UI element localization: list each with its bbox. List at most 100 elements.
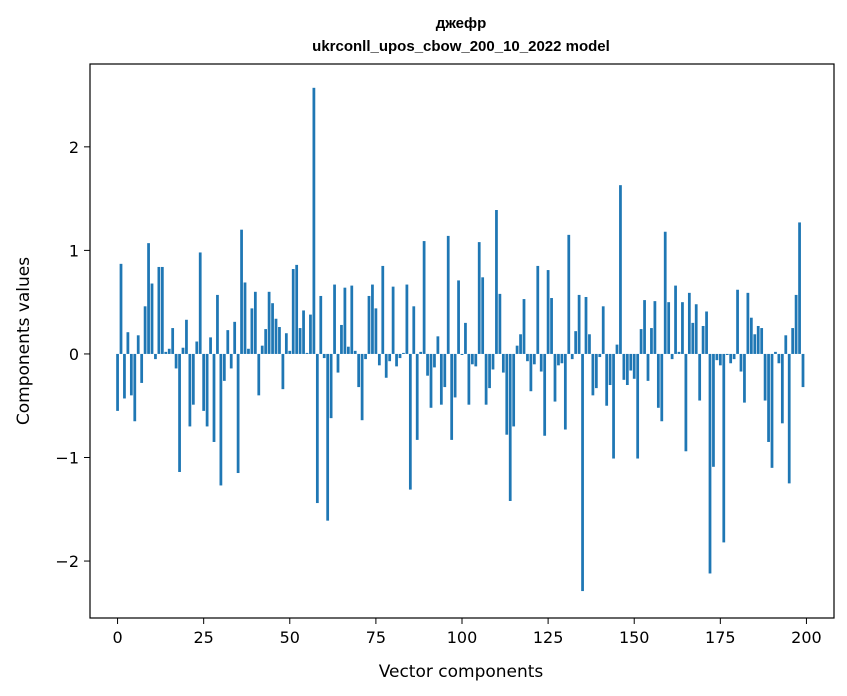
bar xyxy=(712,353,715,467)
bar xyxy=(646,353,650,381)
bar xyxy=(470,353,474,365)
bar xyxy=(746,292,750,354)
bar xyxy=(205,353,209,427)
bar xyxy=(329,353,333,419)
bar xyxy=(160,266,164,354)
bar xyxy=(143,306,147,354)
bar xyxy=(129,353,133,396)
bar xyxy=(315,353,319,504)
bar xyxy=(322,353,326,359)
bar xyxy=(584,296,588,354)
bar xyxy=(167,348,171,354)
bar xyxy=(412,306,416,354)
bar xyxy=(681,302,684,354)
bar xyxy=(774,351,777,354)
bar xyxy=(739,353,743,372)
bar xyxy=(574,331,578,354)
bar xyxy=(512,353,516,427)
bar xyxy=(605,353,609,406)
bar xyxy=(302,310,305,354)
bar xyxy=(188,353,192,427)
bar xyxy=(243,282,247,354)
bar xyxy=(715,353,719,361)
bar xyxy=(439,353,443,405)
bar xyxy=(133,353,137,422)
bar xyxy=(343,287,347,354)
bar xyxy=(622,353,626,380)
bar xyxy=(350,285,354,354)
bar xyxy=(670,353,674,360)
bar xyxy=(147,243,150,354)
bar xyxy=(491,353,495,370)
bar xyxy=(333,284,336,354)
bar xyxy=(725,353,729,355)
bar xyxy=(787,353,791,484)
bar xyxy=(219,353,223,486)
bar xyxy=(446,235,450,354)
bar xyxy=(581,353,584,592)
bar xyxy=(353,350,357,354)
y-tick-label: 0 xyxy=(69,345,79,364)
bar xyxy=(171,328,175,354)
bar xyxy=(367,295,371,354)
bar xyxy=(384,353,388,378)
bar xyxy=(381,265,385,354)
bar xyxy=(801,353,805,388)
bar xyxy=(798,222,801,354)
bar xyxy=(202,353,206,411)
bar xyxy=(625,353,629,386)
bar xyxy=(222,353,226,381)
bar xyxy=(694,304,698,354)
bar xyxy=(178,353,181,472)
bar xyxy=(181,347,185,354)
bar xyxy=(743,353,746,403)
bar xyxy=(526,353,529,362)
bar xyxy=(298,328,302,354)
bar xyxy=(594,353,598,389)
bar xyxy=(749,317,753,354)
bar xyxy=(467,353,471,405)
bar xyxy=(247,348,250,354)
x-tick-label: 25 xyxy=(193,628,213,647)
bar xyxy=(674,285,677,354)
bar xyxy=(116,353,119,411)
bar xyxy=(519,334,522,354)
x-axis-ticks: 0 25 50 75 100 125 150 175 200 xyxy=(112,618,822,647)
bar xyxy=(687,292,691,354)
bar xyxy=(357,353,361,388)
bar xyxy=(443,353,447,388)
bar xyxy=(191,353,195,405)
bar xyxy=(288,350,292,354)
bar xyxy=(643,300,646,354)
bar xyxy=(598,353,602,358)
bar xyxy=(419,351,423,354)
bar xyxy=(784,335,788,354)
bar xyxy=(767,353,770,442)
bar xyxy=(691,322,695,354)
bar xyxy=(157,266,161,354)
bar xyxy=(591,353,595,396)
bar xyxy=(140,353,144,383)
bar xyxy=(632,353,636,379)
x-tick-label: 200 xyxy=(791,628,822,647)
x-tick-label: 175 xyxy=(705,628,736,647)
bar xyxy=(567,234,571,354)
bar xyxy=(408,353,412,490)
bar xyxy=(532,353,536,365)
bar xyxy=(736,289,739,354)
bar xyxy=(185,319,188,354)
bar xyxy=(677,351,681,354)
bar xyxy=(119,263,123,354)
bar xyxy=(474,353,478,367)
bar xyxy=(309,314,312,354)
bar xyxy=(667,302,671,354)
bar xyxy=(660,353,664,422)
bar xyxy=(656,353,660,408)
bar xyxy=(780,353,784,424)
bar xyxy=(508,353,512,501)
bar xyxy=(154,353,157,360)
bar xyxy=(364,353,367,360)
bar xyxy=(501,353,505,373)
bar xyxy=(260,345,264,354)
